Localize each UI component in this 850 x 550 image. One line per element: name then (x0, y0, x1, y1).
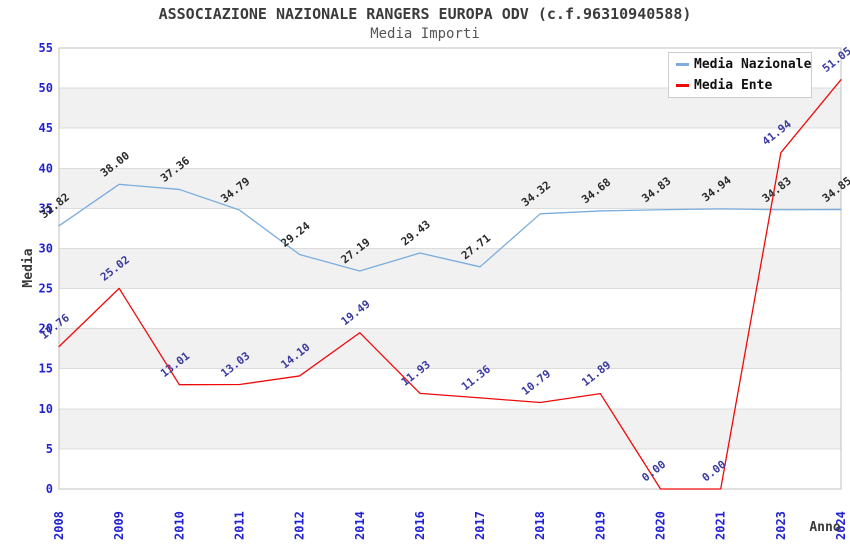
x-tick-label: 2012 (293, 511, 307, 540)
data-label: 51.05 (820, 44, 850, 75)
plot-border (58, 47, 842, 490)
data-label: 10.79 (519, 367, 553, 398)
y-tick-label: 35 (39, 201, 53, 215)
x-tick-label: 2017 (473, 511, 487, 540)
series-polyline-media-ente (58, 79, 842, 490)
data-label: 0.00 (700, 458, 729, 485)
y-axis-title: Media (21, 248, 36, 287)
x-tick-label: 2009 (112, 511, 126, 540)
x-tick-label: 2023 (774, 511, 788, 540)
y-tick-label: 15 (39, 362, 53, 376)
legend-label-media-ente: Media Ente (694, 78, 773, 94)
legend-item-media-nazionale: Media Nazionale (669, 54, 811, 74)
x-tick-label: 2010 (172, 511, 186, 540)
legend-label-media-nazionale: Media Nazionale (694, 56, 812, 72)
y-tick-label: 55 (39, 41, 53, 55)
media-ente-line-swatch (676, 84, 689, 88)
x-tick-label: 2021 (714, 511, 728, 540)
y-axis-ticks: 0 5 10 15 20 25 30 35 40 45 50 55 (39, 41, 53, 496)
x-tick-label: 2018 (533, 511, 547, 540)
series-polyline-media-nazionale (58, 183, 842, 272)
plot-bands (59, 88, 841, 449)
data-label: 29.43 (399, 218, 433, 249)
x-tick-label: 2014 (353, 511, 367, 540)
y-tick-label: 25 (39, 282, 53, 296)
plot-band (59, 328, 841, 369)
x-tick-label: 2019 (593, 511, 607, 540)
chart-subtitle: Media Importi (370, 26, 480, 42)
y-tick-label: 30 (39, 241, 53, 255)
plot-band (59, 248, 841, 289)
y-tick-label: 10 (39, 402, 53, 416)
y-tick-label: 5 (46, 442, 53, 456)
y-tick-label: 20 (39, 322, 53, 336)
x-tick-label: 2020 (654, 511, 668, 540)
x-axis-title-group: Anno (809, 520, 840, 535)
y-tick-label: 45 (39, 121, 53, 135)
x-tick-label: 2008 (52, 511, 66, 540)
plot-band (59, 168, 841, 209)
series-line-media-nazionale (58, 183, 842, 272)
x-axis-title: Anno (809, 520, 840, 535)
y-tick-label: 50 (39, 81, 53, 95)
plot-band (59, 408, 841, 449)
y-tick-label: 0 (46, 482, 53, 496)
data-label: 19.49 (339, 297, 373, 328)
data-label: 29.24 (278, 219, 312, 250)
chart-title: ASSOCIAZIONE NAZIONALE RANGERS EUROPA OD… (158, 5, 692, 23)
x-axis-ticks: 2008 2009 2010 2011 2012 2014 2016 2017 2018 2019… (52, 511, 848, 540)
x-tick-label: 2011 (232, 511, 246, 540)
legend-item-media-ente: Media Ente (669, 76, 811, 96)
x-tick-label: 2016 (413, 511, 427, 540)
y-tick-label: 40 (39, 161, 53, 175)
x-tick-label: 2024 (834, 511, 848, 540)
y-axis-title-group: Media (21, 248, 36, 287)
series-line-media-ente (58, 79, 842, 490)
chart-legend: Media Nazionale Media Ente (668, 52, 812, 98)
media-nazionale-line-swatch (676, 62, 689, 66)
